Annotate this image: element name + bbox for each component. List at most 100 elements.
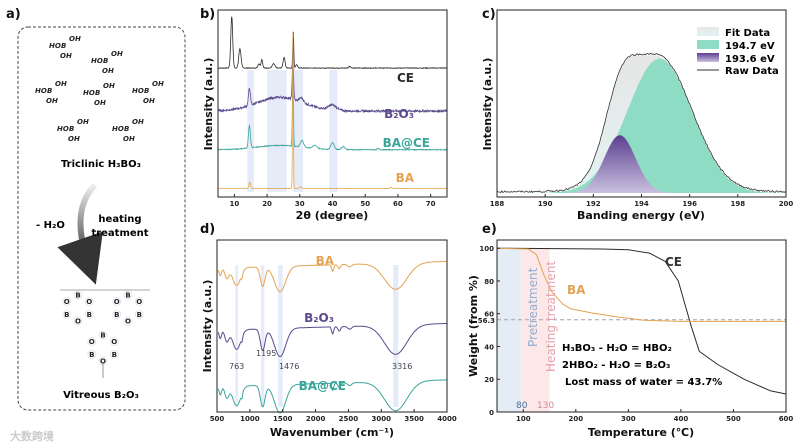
ftir-series-b2o3 bbox=[217, 323, 447, 357]
xrd-x-tick-label: 60 bbox=[393, 200, 403, 208]
ftir-plot-frame bbox=[216, 239, 448, 413]
tga-region-band bbox=[520, 248, 550, 412]
xrd-x-tick-label: 20 bbox=[262, 200, 272, 208]
ftir-x-tick-label: 3500 bbox=[404, 415, 424, 423]
svg-text:HO: HO bbox=[83, 89, 95, 97]
tga-x-tick-label: 200 bbox=[569, 415, 584, 423]
xrd-series-ce bbox=[218, 16, 447, 70]
svg-text:OH: OH bbox=[46, 97, 58, 105]
svg-text:B: B bbox=[47, 87, 52, 95]
xps-x-tick-label: 190 bbox=[538, 200, 553, 208]
heating-treatment-label: Heating treatment bbox=[544, 261, 558, 372]
legend-fit: Fit Data bbox=[725, 28, 770, 39]
svg-text:B: B bbox=[95, 89, 100, 97]
svg-text:B: B bbox=[144, 87, 149, 95]
ftir-highlight-band bbox=[261, 265, 265, 407]
lost-mass-text: Lost mass of water = 43.7% bbox=[565, 377, 722, 388]
xps-chart: 188 190 192 194 196 198 200 Fit Data 194.7 eV … bbox=[481, 9, 793, 222]
tga-y-tick-label: 80 bbox=[484, 278, 494, 286]
xrd-x-tick-label: 10 bbox=[229, 200, 239, 208]
svg-text:OH: OH bbox=[103, 82, 115, 90]
tga-x-axis-title: Temperature (℃) bbox=[588, 426, 694, 439]
svg-text:O: O bbox=[64, 298, 70, 306]
xps-plot-frame bbox=[496, 9, 787, 198]
xrd-label-ba: BA bbox=[396, 171, 415, 185]
tga-region-band bbox=[497, 248, 521, 412]
xrd-highlight-band bbox=[247, 70, 254, 192]
svg-text:HO: HO bbox=[132, 87, 144, 95]
heating-arrow-icon bbox=[57, 182, 103, 285]
xrd-x-tick-label: 70 bbox=[426, 200, 436, 208]
tga-series-ba bbox=[496, 247, 786, 322]
treatment-label: treatment bbox=[91, 228, 148, 239]
svg-text:B: B bbox=[124, 125, 129, 133]
xps-y-axis-title: Intensity (a.u.) bbox=[481, 58, 494, 151]
xps-x-axis-title: Banding energy (eV) bbox=[577, 209, 705, 222]
svg-text:OH: OH bbox=[55, 80, 67, 88]
ftir-label-b2o3: B₂O₃ bbox=[304, 311, 334, 325]
xps-peak-194-7 bbox=[497, 58, 786, 193]
ftir-highlight-band bbox=[393, 265, 399, 407]
xrd-y-axis-title: Intensity (a.u.) bbox=[202, 58, 215, 151]
xrd-x-tick-label: 30 bbox=[295, 200, 305, 208]
xrd-plot-frame bbox=[217, 9, 448, 198]
tga-series-ce bbox=[496, 247, 787, 395]
ftir-label-baace: BA@CE bbox=[299, 379, 346, 393]
xrd-highlight-band bbox=[267, 70, 287, 192]
ftir-annot-3316: 3316 bbox=[392, 362, 412, 371]
svg-text:OH: OH bbox=[152, 80, 164, 88]
legend-193-6: 193.6 eV bbox=[725, 54, 775, 65]
tga-y-tick-label: 20 bbox=[484, 376, 494, 384]
xps-peak-193-6 bbox=[497, 135, 786, 193]
svg-text:B: B bbox=[61, 42, 66, 50]
panel-label-b: b) bbox=[200, 7, 215, 22]
scheme-border bbox=[17, 26, 186, 411]
svg-text:HO: HO bbox=[112, 125, 124, 133]
svg-text:OH: OH bbox=[69, 35, 81, 43]
svg-text:B: B bbox=[87, 311, 92, 319]
panel-label-c: c) bbox=[482, 7, 496, 22]
region-marker-80: 80 bbox=[516, 401, 528, 411]
svg-text:B: B bbox=[125, 292, 130, 300]
svg-text:O: O bbox=[111, 338, 117, 346]
pretreatment-label: Pretreatment bbox=[526, 267, 540, 347]
xrd-label-b2o3: B₂O₃ bbox=[384, 107, 414, 121]
tga-label-ce: CE bbox=[665, 255, 682, 269]
xps-x-tick-label: 188 bbox=[490, 200, 505, 208]
legend-raw: Raw Data bbox=[725, 66, 779, 77]
ftir-chart: 500 1000 1500 2000 2500 3000 3500 4000 BA B₂O₃ … bbox=[201, 239, 457, 439]
tga-x-tick-label: 600 bbox=[779, 415, 794, 423]
xps-legend: Fit Data 194.7 eV 193.6 eV Raw Data bbox=[697, 27, 779, 77]
water-loss-label: - H₂O bbox=[36, 220, 65, 231]
equation-1: H₃BO₃ - H₂O = HBO₂ bbox=[562, 343, 672, 354]
xrd-highlight-band bbox=[293, 70, 304, 192]
svg-text:B: B bbox=[112, 351, 117, 359]
tga-y-tick-label: 0 bbox=[489, 409, 494, 417]
ftir-series-bace bbox=[217, 379, 447, 414]
legend-swatch-194-7 bbox=[697, 40, 719, 49]
tga-y-tick-label: 100 bbox=[479, 245, 494, 253]
svg-text:B: B bbox=[64, 311, 69, 319]
ftir-annot-1476: 1476 bbox=[279, 362, 299, 371]
ftir-x-tick-label: 1000 bbox=[240, 415, 260, 423]
svg-text:OH: OH bbox=[143, 97, 155, 105]
svg-text:O: O bbox=[125, 318, 131, 326]
xrd-chart: 10 20 30 40 50 60 70 CE B₂O₃ BA@CE BA 2θ (degr… bbox=[202, 9, 448, 222]
panel-label-a: a) bbox=[6, 7, 21, 22]
svg-text:OH: OH bbox=[77, 118, 89, 126]
legend-194-7: 194.7 eV bbox=[725, 41, 775, 52]
svg-text:OH: OH bbox=[132, 118, 144, 126]
triclinic-caption: Triclinic H₃BO₃ bbox=[61, 159, 141, 170]
svg-text:B: B bbox=[100, 332, 105, 340]
ftir-x-tick-label: 2000 bbox=[306, 415, 326, 423]
svg-text:O: O bbox=[136, 298, 142, 306]
xps-x-tick-label: 196 bbox=[682, 200, 697, 208]
